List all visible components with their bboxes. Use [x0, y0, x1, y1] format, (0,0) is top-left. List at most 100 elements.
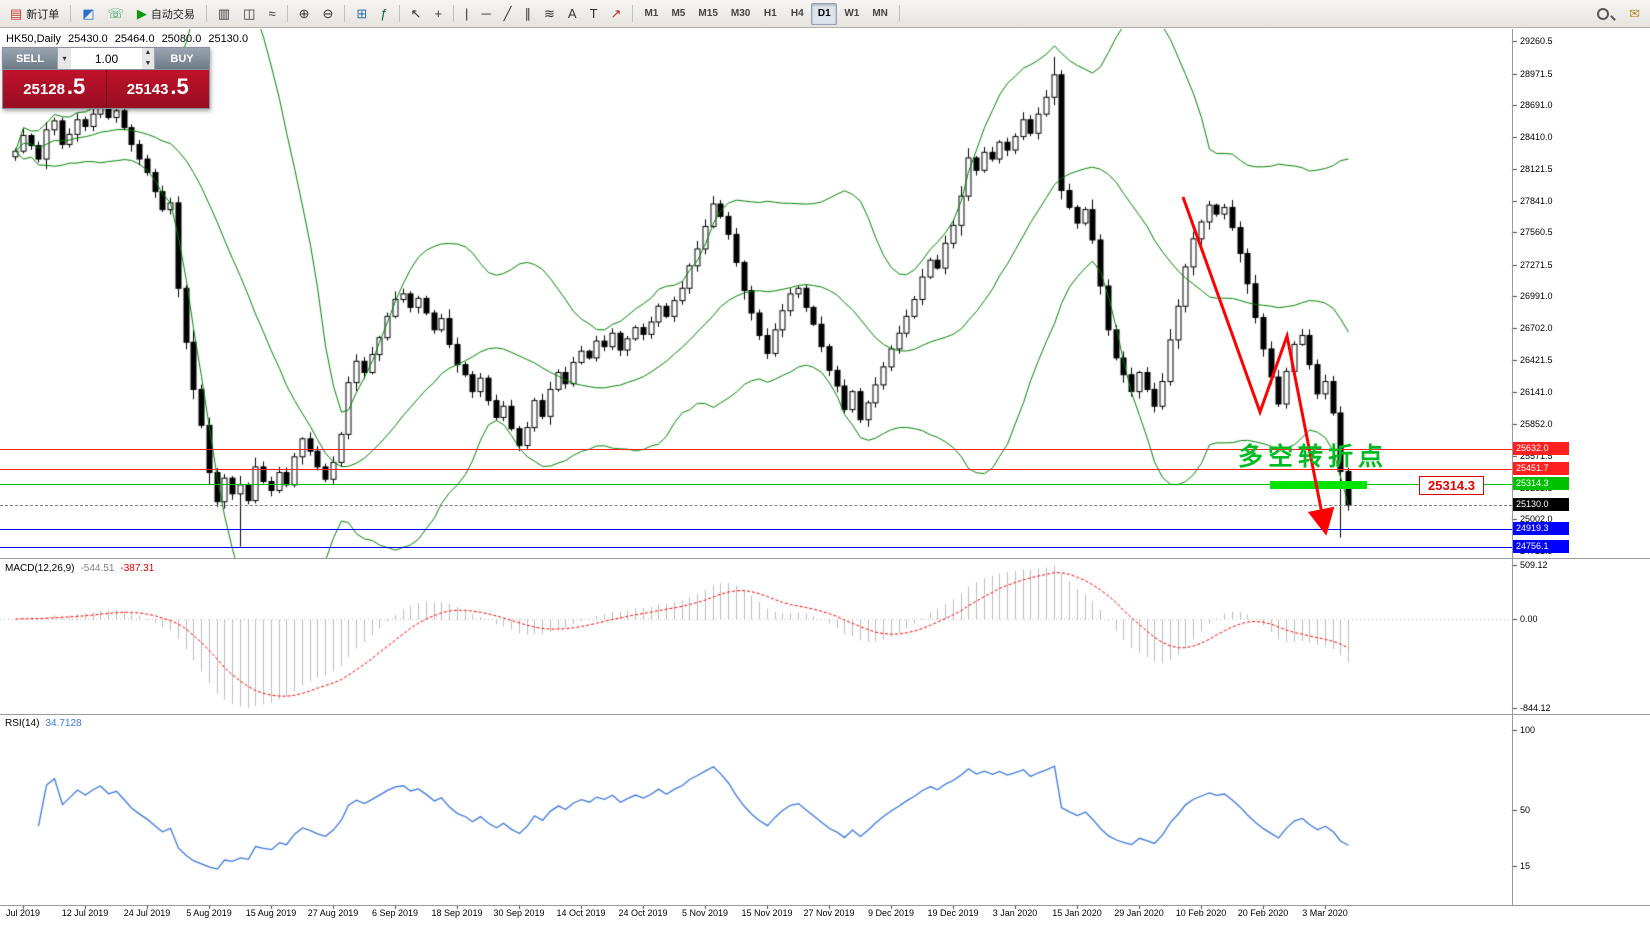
indicators-button[interactable]: ƒ: [374, 3, 393, 25]
support-highlight-bar[interactable]: [1270, 481, 1367, 489]
macd-indicator-label: MACD(12,26,9) -544.51 -387.31: [5, 563, 154, 574]
timeframe-m15-button[interactable]: M15: [692, 3, 723, 25]
timeframe-w1-button[interactable]: W1: [838, 3, 865, 25]
vertical-line-button[interactable]: |: [459, 3, 474, 25]
price-line-label: 24756.1: [1513, 540, 1569, 553]
price-scale-tick: 26991.0: [1520, 291, 1553, 302]
crosshair-button[interactable]: +: [428, 3, 448, 25]
time-axis-line[interactable]: [0, 905, 1650, 906]
tile-windows-button[interactable]: ⊞: [350, 3, 373, 25]
price-scale-tick: 28121.5: [1520, 164, 1553, 174]
chart-profiles-icon: ◩: [82, 6, 95, 21]
new-order-button[interactable]: ▤ 新订单: [4, 3, 65, 25]
search-icon-handle: [1610, 14, 1616, 21]
text-button[interactable]: A: [562, 3, 583, 25]
zoom-in-button[interactable]: ⊕: [293, 3, 316, 25]
turning-point-annotation[interactable]: 多空转折点: [1238, 443, 1389, 471]
timeframe-h4-label: H4: [790, 8, 804, 19]
sell-price-display[interactable]: 25128 .5: [3, 70, 106, 108]
chart-profiles-button[interactable]: ◩: [76, 3, 100, 25]
line-chart-button[interactable]: ≈: [262, 3, 281, 25]
support-icon: ☏: [107, 6, 124, 21]
zoom-in-icon: ⊕: [298, 6, 310, 21]
price-line-label: 25130.0: [1513, 498, 1569, 511]
bar-chart-button[interactable]: ▥: [212, 3, 236, 25]
arrows-tool-button[interactable]: ↗: [605, 3, 628, 25]
panel-separator-macd-rsi[interactable]: [0, 714, 1650, 715]
time-axis-label: 24 Jul 2019: [123, 908, 171, 918]
trendline-button[interactable]: ╱: [498, 3, 518, 25]
buy-price-display[interactable]: 25143 .5: [106, 70, 209, 108]
tile-windows-icon: ⊞: [356, 6, 368, 21]
timeframe-m1-button[interactable]: M1: [638, 3, 664, 25]
price-line-24919.3[interactable]: [0, 529, 1512, 530]
volume-spinner: ▲ ▼: [142, 48, 154, 69]
timeframe-h1-label: H1: [763, 8, 777, 19]
cursor-button[interactable]: ↖: [405, 3, 428, 25]
one-click-trading-controls: SELL ▾ ▲ ▼ BUY: [3, 48, 209, 70]
time-axis-label: 5 Aug 2019: [186, 908, 232, 918]
macd-scale-tick: -844.12: [1520, 703, 1551, 714]
price-scale-tick: 27560.5: [1520, 227, 1553, 238]
timeframe-h1-button[interactable]: H1: [757, 3, 783, 25]
time-axis-label: 3 Mar 2020: [1302, 908, 1348, 918]
horizontal-line-button[interactable]: ─: [475, 3, 496, 25]
time-axis-label: 19 Dec 2019: [927, 908, 979, 918]
time-axis-label: 27 Aug 2019: [307, 908, 359, 918]
price-callout-label[interactable]: 25314.3: [1419, 476, 1484, 495]
sell-button[interactable]: SELL: [3, 48, 57, 69]
chart-ohlc-info: HK50,Daily 25430.0 25464.0 25080.0 25130.0: [6, 33, 255, 45]
volume-decrease-button[interactable]: ▼: [144, 59, 152, 67]
time-axis-label: 15 Aug 2019: [245, 908, 297, 918]
volume-increase-button[interactable]: ▲: [144, 49, 152, 56]
candlestick-chart-button[interactable]: ◫: [237, 3, 261, 25]
time-axis-label: 6 Sep 2019: [371, 908, 419, 918]
ohlc-close: 25130.0: [208, 33, 249, 45]
indicators-icon: ƒ: [380, 6, 388, 21]
timeframe-d1-button[interactable]: D1: [811, 2, 838, 25]
toolbar-separator: [286, 5, 288, 22]
buy-button[interactable]: BUY: [155, 48, 209, 69]
fibonacci-button[interactable]: ≋: [538, 3, 561, 25]
cursor-icon: ↖: [410, 6, 422, 21]
messages-button[interactable]: ✉: [1623, 3, 1646, 25]
price-scale-tick: 26421.5: [1520, 355, 1553, 365]
messages-icon: ✉: [1629, 6, 1640, 21]
toolbar-separator: [205, 5, 207, 22]
price-line-25130.0[interactable]: [0, 505, 1512, 506]
time-axis-label: 29 Jan 2020: [1114, 908, 1164, 918]
price-line-24756.1[interactable]: [0, 547, 1512, 548]
price-scale-border[interactable]: [1512, 29, 1513, 906]
line-chart-icon: ≈: [268, 6, 276, 21]
timeframe-w1-label: W1: [844, 8, 860, 19]
channel-button[interactable]: ∥: [518, 3, 537, 25]
panel-separator-main-macd[interactable]: [0, 558, 1650, 559]
search-icon: [1597, 7, 1610, 20]
label-button[interactable]: T: [584, 3, 604, 25]
search-button[interactable]: [1591, 3, 1622, 25]
price-line-25632.0[interactable]: [0, 449, 1512, 450]
volume-dropdown-arrow[interactable]: ▾: [58, 48, 71, 69]
autotrading-button[interactable]: ▶ 自动交易: [131, 3, 201, 25]
horizontal-line-icon: ─: [481, 6, 491, 21]
support-button[interactable]: ☏: [102, 3, 130, 25]
zoom-out-button[interactable]: ⊖: [317, 3, 340, 25]
channel-icon: ∥: [524, 6, 531, 21]
timeframe-m30-button[interactable]: M30: [725, 3, 756, 25]
price-line-25314.3[interactable]: [0, 484, 1512, 485]
time-axis-label: 12 Jul 2019: [61, 908, 109, 918]
time-axis-label: 9 Dec 2019: [867, 908, 915, 918]
rsi-value: 34.7128: [45, 718, 82, 729]
price-scale-tick: 25002.0: [1520, 514, 1553, 525]
timeframe-h4-button[interactable]: H4: [784, 3, 810, 25]
bar-chart-icon: ▥: [217, 6, 231, 21]
timeframe-m5-button[interactable]: M5: [665, 3, 691, 25]
macd-scale-tick: 0.00: [1520, 614, 1538, 625]
price-scale-tick: 28691.0: [1520, 100, 1553, 111]
volume-input[interactable]: [71, 48, 142, 69]
price-line-25451.7[interactable]: [0, 469, 1512, 470]
timeframe-mn-button[interactable]: MN: [866, 3, 894, 25]
time-axis-label: 5 Nov 2019: [681, 908, 729, 918]
